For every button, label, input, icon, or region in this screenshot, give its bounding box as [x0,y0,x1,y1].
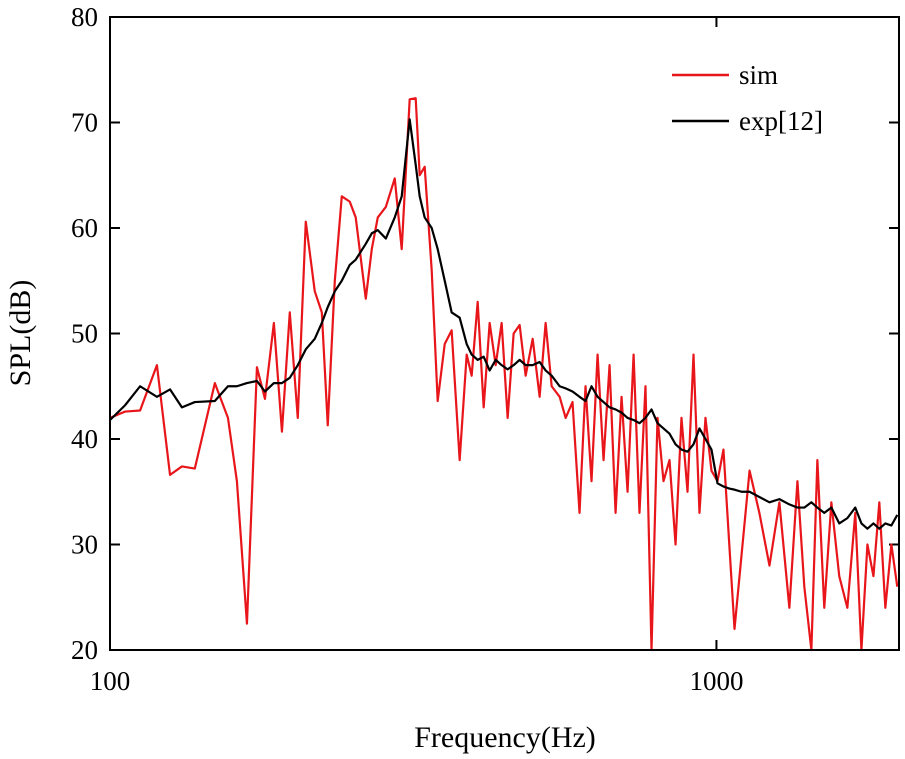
y-axis-label: SPL(dB) [4,280,37,387]
x-tick-label: 100 [90,666,131,696]
y-tick-label: 20 [71,635,98,665]
legend-label: sim [739,60,778,90]
series-line [109,97,899,652]
legend-label: exp[12] [739,106,823,136]
x-tick-label: 1000 [689,666,743,696]
y-tick-label: 30 [71,530,98,560]
y-tick-label: 60 [71,213,98,243]
series-line [109,118,899,530]
plot-frame [109,16,900,651]
y-tick-label: 40 [71,424,98,454]
y-tick-label: 50 [71,319,98,349]
y-tick-label: 80 [71,2,98,32]
y-tick-label: 70 [71,108,98,138]
x-axis-label: Frequency(Hz) [414,721,596,754]
